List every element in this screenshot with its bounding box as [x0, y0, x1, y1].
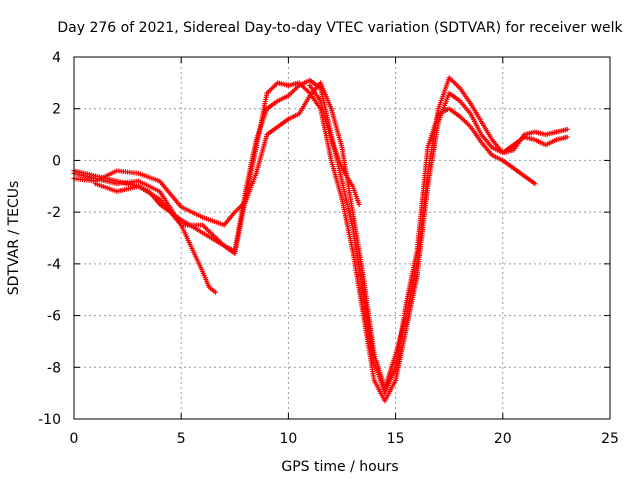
y-tick-label: -8: [47, 360, 61, 376]
data-points: [71, 75, 570, 404]
x-tick-label: 0: [70, 431, 79, 447]
x-tick-label: 15: [387, 431, 405, 447]
y-tick-label: -10: [38, 412, 61, 428]
y-tick-label: 2: [52, 102, 61, 118]
x-tick-label: 20: [494, 431, 512, 447]
plot-frame: [73, 56, 611, 420]
y-tick-label: -4: [47, 257, 61, 273]
series-trace-4: [92, 77, 538, 396]
x-axis-ticks: 0 5 10 15 20 25: [70, 57, 619, 447]
chart-title: Day 276 of 2021, Sidereal Day-to-day VTE…: [57, 20, 623, 36]
y-tick-label: 4: [52, 50, 61, 66]
y-axis-label: SDTVAR / TECUs: [6, 181, 22, 296]
data-point: [213, 289, 219, 295]
y-tick-label: -6: [47, 309, 61, 325]
data-point: [564, 126, 570, 132]
data-point: [564, 134, 570, 140]
x-axis-label: GPS time / hours: [281, 459, 398, 475]
x-tick-label: 5: [177, 431, 186, 447]
data-point: [356, 201, 362, 207]
y-tick-label: -2: [47, 205, 61, 221]
x-tick-label: 10: [279, 431, 297, 447]
data-point: [532, 181, 538, 187]
y-axis-ticks: -10 -8 -6 -4 -2 0 2 4: [38, 50, 610, 428]
y-tick-label: 0: [52, 153, 61, 169]
series-trace-5: [307, 82, 362, 207]
x-tick-label: 25: [601, 431, 619, 447]
